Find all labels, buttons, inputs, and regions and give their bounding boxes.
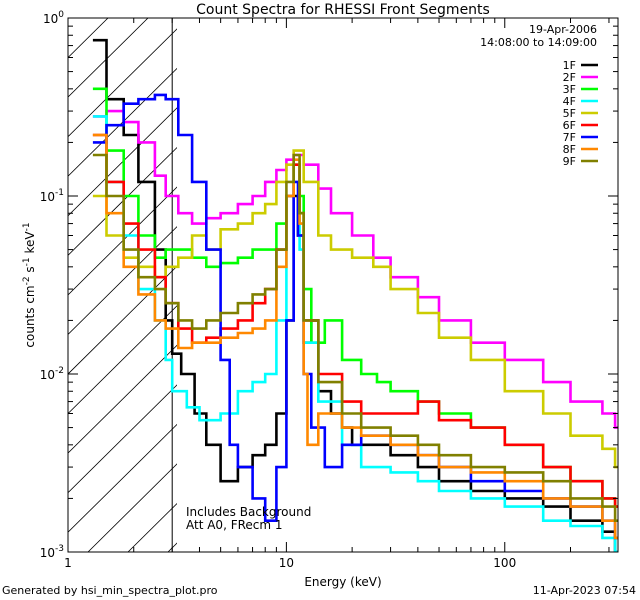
hatch-line (68, 344, 177, 454)
chart-title: Count Spectra for RHESSI Front Segments (196, 2, 490, 18)
y-label-part-1: counts cm (23, 285, 37, 347)
series-line-9F (92, 153, 618, 522)
y-tick-label: 10-1 (40, 188, 64, 204)
y-label-exp-2: -1 (22, 257, 32, 266)
x-axis-ticks: 1 10 100 (64, 18, 610, 570)
series-line-5F (92, 149, 618, 469)
y-label-part-2: s (23, 266, 37, 276)
x-tick-label: 10 (279, 556, 294, 570)
hatch-line (68, 107, 177, 217)
hatch-line (68, 186, 177, 296)
x-axis-label: Energy (keV) (304, 575, 381, 589)
hatch-line (68, 226, 177, 336)
y-label-exp-1: -2 (22, 276, 32, 285)
annotation-attenuator: Att A0, FRecm 1 (186, 518, 283, 532)
legend-label-2F: 2F (563, 71, 576, 84)
legend-label-4F: 4F (563, 95, 576, 108)
legend-label-5F: 5F (563, 107, 576, 120)
hatch-line (68, 28, 177, 138)
hatch-line (68, 265, 177, 375)
hatch-line (68, 423, 177, 533)
footer-generated-by: Generated by hsi_min_spectra_plot.pro (2, 584, 218, 597)
legend-label-1F: 1F (563, 59, 576, 72)
plot-frame (67, 17, 619, 553)
annotation-background: Includes Background (186, 505, 311, 519)
y-tick-label: 10-3 (40, 544, 64, 560)
hatched-region (68, 18, 177, 552)
y-tick-label: 10-2 (40, 366, 64, 382)
legend-label-3F: 3F (563, 83, 576, 96)
legend-label-6F: 6F (563, 119, 576, 132)
legend-date: 19-Apr-2006 (529, 23, 597, 36)
legend-label-8F: 8F (563, 143, 576, 156)
legend-time-range: 14:08:00 to 14:09:00 (480, 36, 597, 49)
series-line-1F (92, 38, 618, 552)
series-layer (92, 38, 618, 552)
x-tick-label: 1 (64, 556, 72, 570)
y-axis-label: counts cm-2 s-1 keV-1 (22, 222, 37, 347)
hatch-line (68, 384, 177, 494)
y-axis-ticks: 100 10-1 10-2 10-3 (40, 10, 618, 560)
hatch-line (68, 18, 69, 19)
legend-label-7F: 7F (563, 131, 576, 144)
footer-timestamp: 11-Apr-2023 07:54 (533, 584, 636, 597)
y-tick-label: 100 (43, 10, 64, 26)
hatch-line (68, 67, 177, 177)
legend-label-9F: 9F (563, 155, 576, 168)
y-label-exp-3: -1 (22, 222, 32, 231)
y-label-part-3: keV (23, 231, 37, 258)
x-tick-label: 100 (493, 556, 516, 570)
hatch-line (68, 18, 109, 59)
series-line-7F (92, 93, 618, 540)
